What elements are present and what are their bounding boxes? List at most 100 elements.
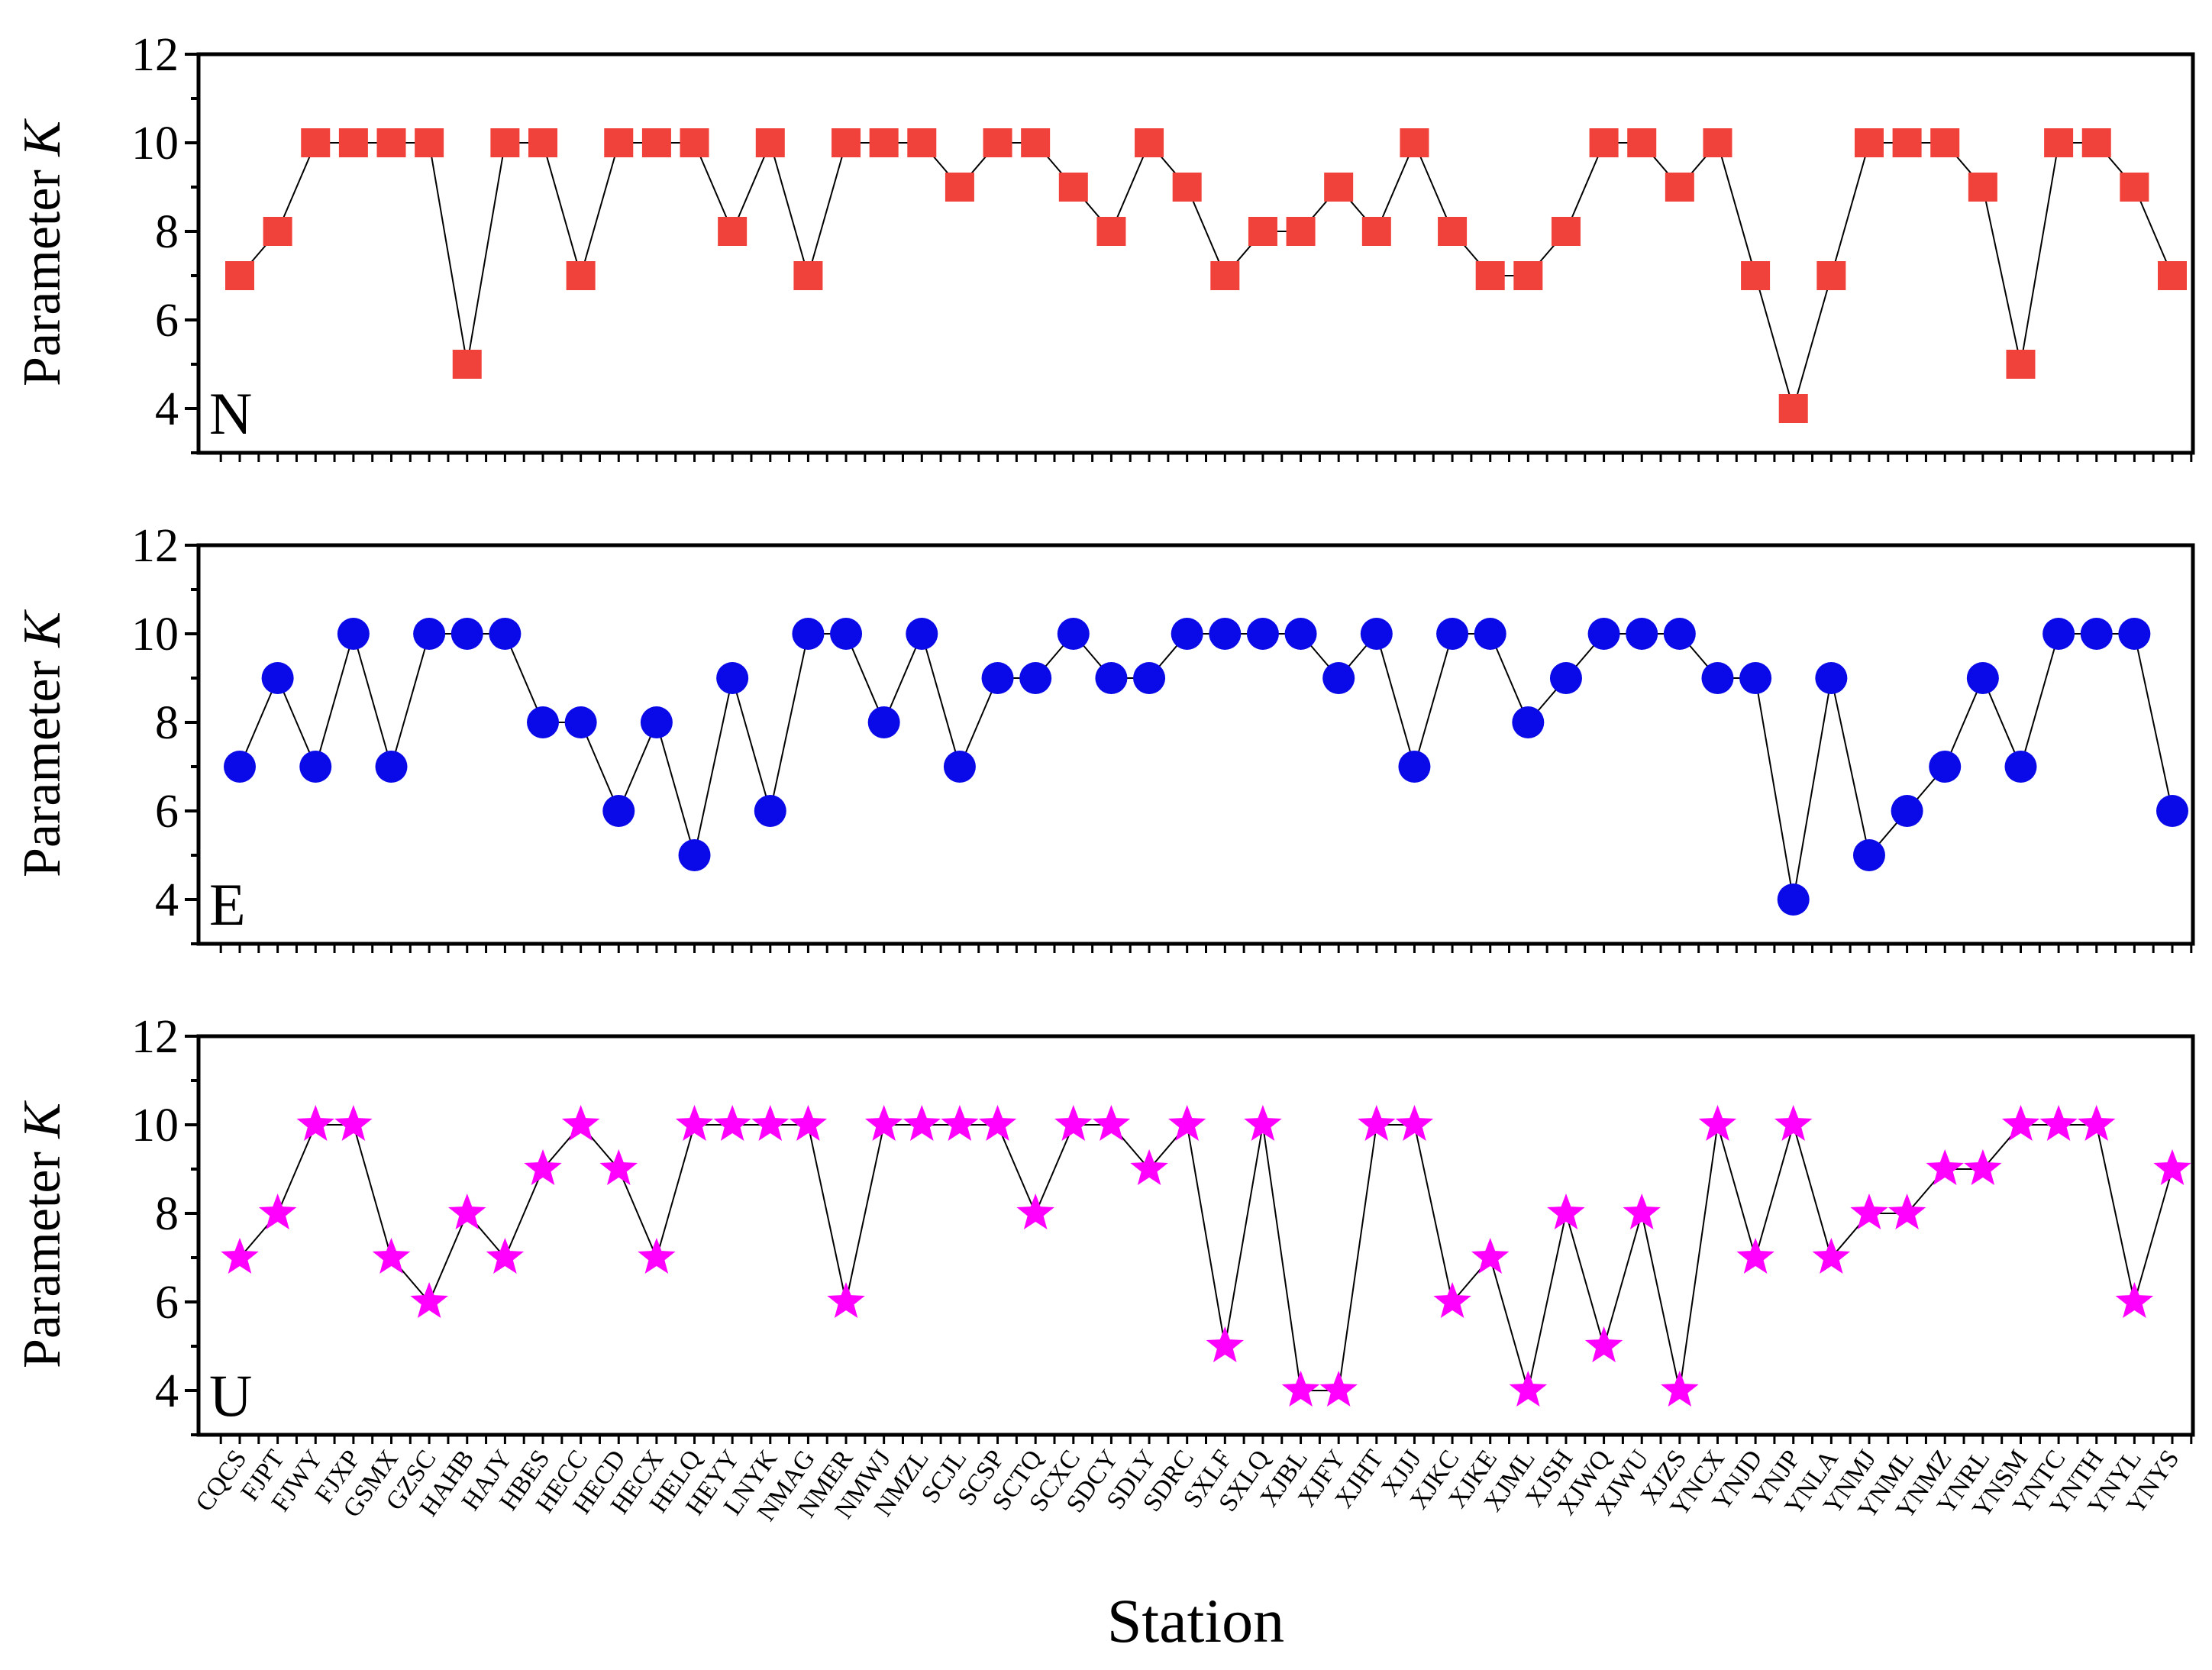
data-point bbox=[718, 217, 748, 246]
data-point bbox=[640, 706, 673, 738]
data-point bbox=[1019, 662, 1052, 694]
y-tick-label: 6 bbox=[155, 295, 179, 347]
data-point bbox=[2042, 618, 2075, 650]
data-point bbox=[2118, 618, 2151, 650]
data-point bbox=[1319, 1371, 1358, 1407]
data-point bbox=[450, 618, 483, 650]
data-point bbox=[1584, 1326, 1623, 1362]
data-point bbox=[296, 1105, 334, 1141]
data-point bbox=[338, 128, 368, 157]
data-point bbox=[599, 1149, 638, 1185]
data-point bbox=[334, 1105, 373, 1141]
data-point bbox=[413, 618, 446, 650]
data-point bbox=[830, 618, 863, 650]
data-point bbox=[1244, 1105, 1282, 1141]
data-point bbox=[2044, 128, 2074, 157]
y-axis-label-symbol: K bbox=[13, 1100, 72, 1139]
data-point bbox=[983, 128, 1012, 157]
data-point bbox=[524, 1149, 562, 1185]
data-point bbox=[1623, 1194, 1661, 1229]
data-point bbox=[1968, 173, 1997, 202]
data-point bbox=[978, 1105, 1017, 1141]
data-point bbox=[1812, 1238, 1851, 1274]
data-point bbox=[1815, 662, 1848, 694]
data-point bbox=[1929, 751, 1962, 783]
data-point bbox=[452, 350, 482, 379]
data-point bbox=[1246, 618, 1279, 650]
data-point bbox=[1892, 128, 1922, 157]
data-point bbox=[1854, 128, 1884, 157]
data-point bbox=[376, 128, 406, 157]
plot-frame bbox=[196, 543, 2195, 946]
data-point bbox=[1021, 128, 1051, 157]
data-point bbox=[527, 706, 560, 738]
data-point bbox=[678, 839, 711, 871]
data-point bbox=[1358, 1105, 1396, 1141]
component-label: U bbox=[209, 1362, 252, 1429]
data-point bbox=[1626, 618, 1658, 650]
data-point bbox=[867, 706, 900, 738]
data-point bbox=[680, 128, 709, 157]
data-point bbox=[945, 173, 974, 202]
data-point bbox=[2039, 1105, 2078, 1141]
data-point bbox=[1587, 618, 1620, 650]
data-point bbox=[941, 1105, 979, 1141]
data-point bbox=[1284, 618, 1317, 650]
data-point bbox=[1703, 128, 1732, 157]
data-point bbox=[1471, 1238, 1510, 1274]
data-point bbox=[1589, 128, 1619, 157]
data-point bbox=[641, 128, 671, 157]
data-point bbox=[1016, 1194, 1054, 1229]
data-point bbox=[832, 128, 861, 157]
component-label: E bbox=[209, 871, 246, 938]
data-point bbox=[489, 618, 522, 650]
series-line bbox=[239, 1122, 2173, 1391]
y-tick-label: 12 bbox=[131, 1011, 179, 1063]
data-point bbox=[2158, 261, 2187, 290]
data-point bbox=[903, 1105, 941, 1141]
data-point bbox=[793, 261, 823, 290]
x-axis-title: Station bbox=[1107, 1586, 1284, 1655]
data-point bbox=[1930, 128, 1960, 157]
data-point bbox=[490, 128, 520, 157]
data-point bbox=[943, 751, 976, 783]
data-point bbox=[1058, 173, 1088, 202]
data-point bbox=[2001, 1105, 2040, 1141]
data-point bbox=[1395, 1105, 1434, 1141]
data-point bbox=[1324, 173, 1354, 202]
data-point bbox=[713, 1105, 751, 1141]
data-point bbox=[1286, 217, 1316, 246]
data-point bbox=[225, 261, 254, 290]
y-tick-label: 12 bbox=[131, 29, 179, 81]
data-point bbox=[1361, 217, 1391, 246]
data-point bbox=[602, 795, 635, 827]
plot-frame bbox=[196, 52, 2195, 455]
data-point bbox=[2115, 1282, 2154, 1318]
data-point bbox=[1966, 662, 1999, 694]
data-point bbox=[2078, 1105, 2116, 1141]
panel-U: 4 6 8 10 12 Parameter K U bbox=[13, 1011, 2195, 1444]
data-point bbox=[1438, 217, 1468, 246]
data-point bbox=[1774, 1105, 1813, 1141]
data-point bbox=[1096, 217, 1126, 246]
data-point bbox=[2006, 350, 2036, 379]
y-axis-label: Parameter K bbox=[13, 118, 72, 386]
data-point bbox=[675, 1105, 714, 1141]
data-point bbox=[1887, 1194, 1926, 1229]
data-point bbox=[564, 706, 597, 738]
data-point bbox=[1509, 1371, 1548, 1407]
data-point bbox=[1665, 173, 1694, 202]
data-point bbox=[1850, 1194, 1888, 1229]
y-tick-label: 10 bbox=[131, 609, 179, 661]
y-tick-label: 8 bbox=[155, 697, 179, 749]
data-point bbox=[1130, 1149, 1168, 1185]
data-point bbox=[1206, 1326, 1244, 1362]
data-point bbox=[906, 618, 938, 650]
data-point bbox=[1739, 662, 1772, 694]
data-point bbox=[1816, 261, 1846, 290]
data-point bbox=[1209, 618, 1242, 650]
data-point bbox=[1400, 128, 1429, 157]
data-point bbox=[258, 1194, 297, 1229]
